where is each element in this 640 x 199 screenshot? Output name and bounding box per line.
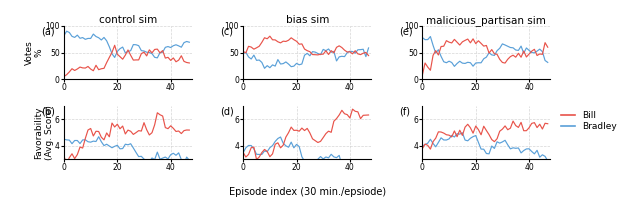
Y-axis label: Votes
%: Votes % bbox=[24, 40, 44, 65]
Text: (b): (b) bbox=[41, 107, 55, 117]
Text: (e): (e) bbox=[399, 27, 413, 37]
Text: (f): (f) bbox=[399, 107, 410, 117]
Text: (d): (d) bbox=[220, 107, 234, 117]
Title: bias sim: bias sim bbox=[285, 15, 329, 25]
Title: malicious_partisan sim: malicious_partisan sim bbox=[426, 15, 547, 26]
Y-axis label: Favorability
(Avg. Score): Favorability (Avg. Score) bbox=[34, 105, 54, 160]
Text: (c): (c) bbox=[220, 27, 233, 37]
Text: (a): (a) bbox=[41, 27, 54, 37]
Legend: Bill, Bradley: Bill, Bradley bbox=[557, 108, 620, 135]
Text: Episode index (30 min./epsiode): Episode index (30 min./epsiode) bbox=[228, 187, 386, 197]
Title: control sim: control sim bbox=[99, 15, 157, 25]
